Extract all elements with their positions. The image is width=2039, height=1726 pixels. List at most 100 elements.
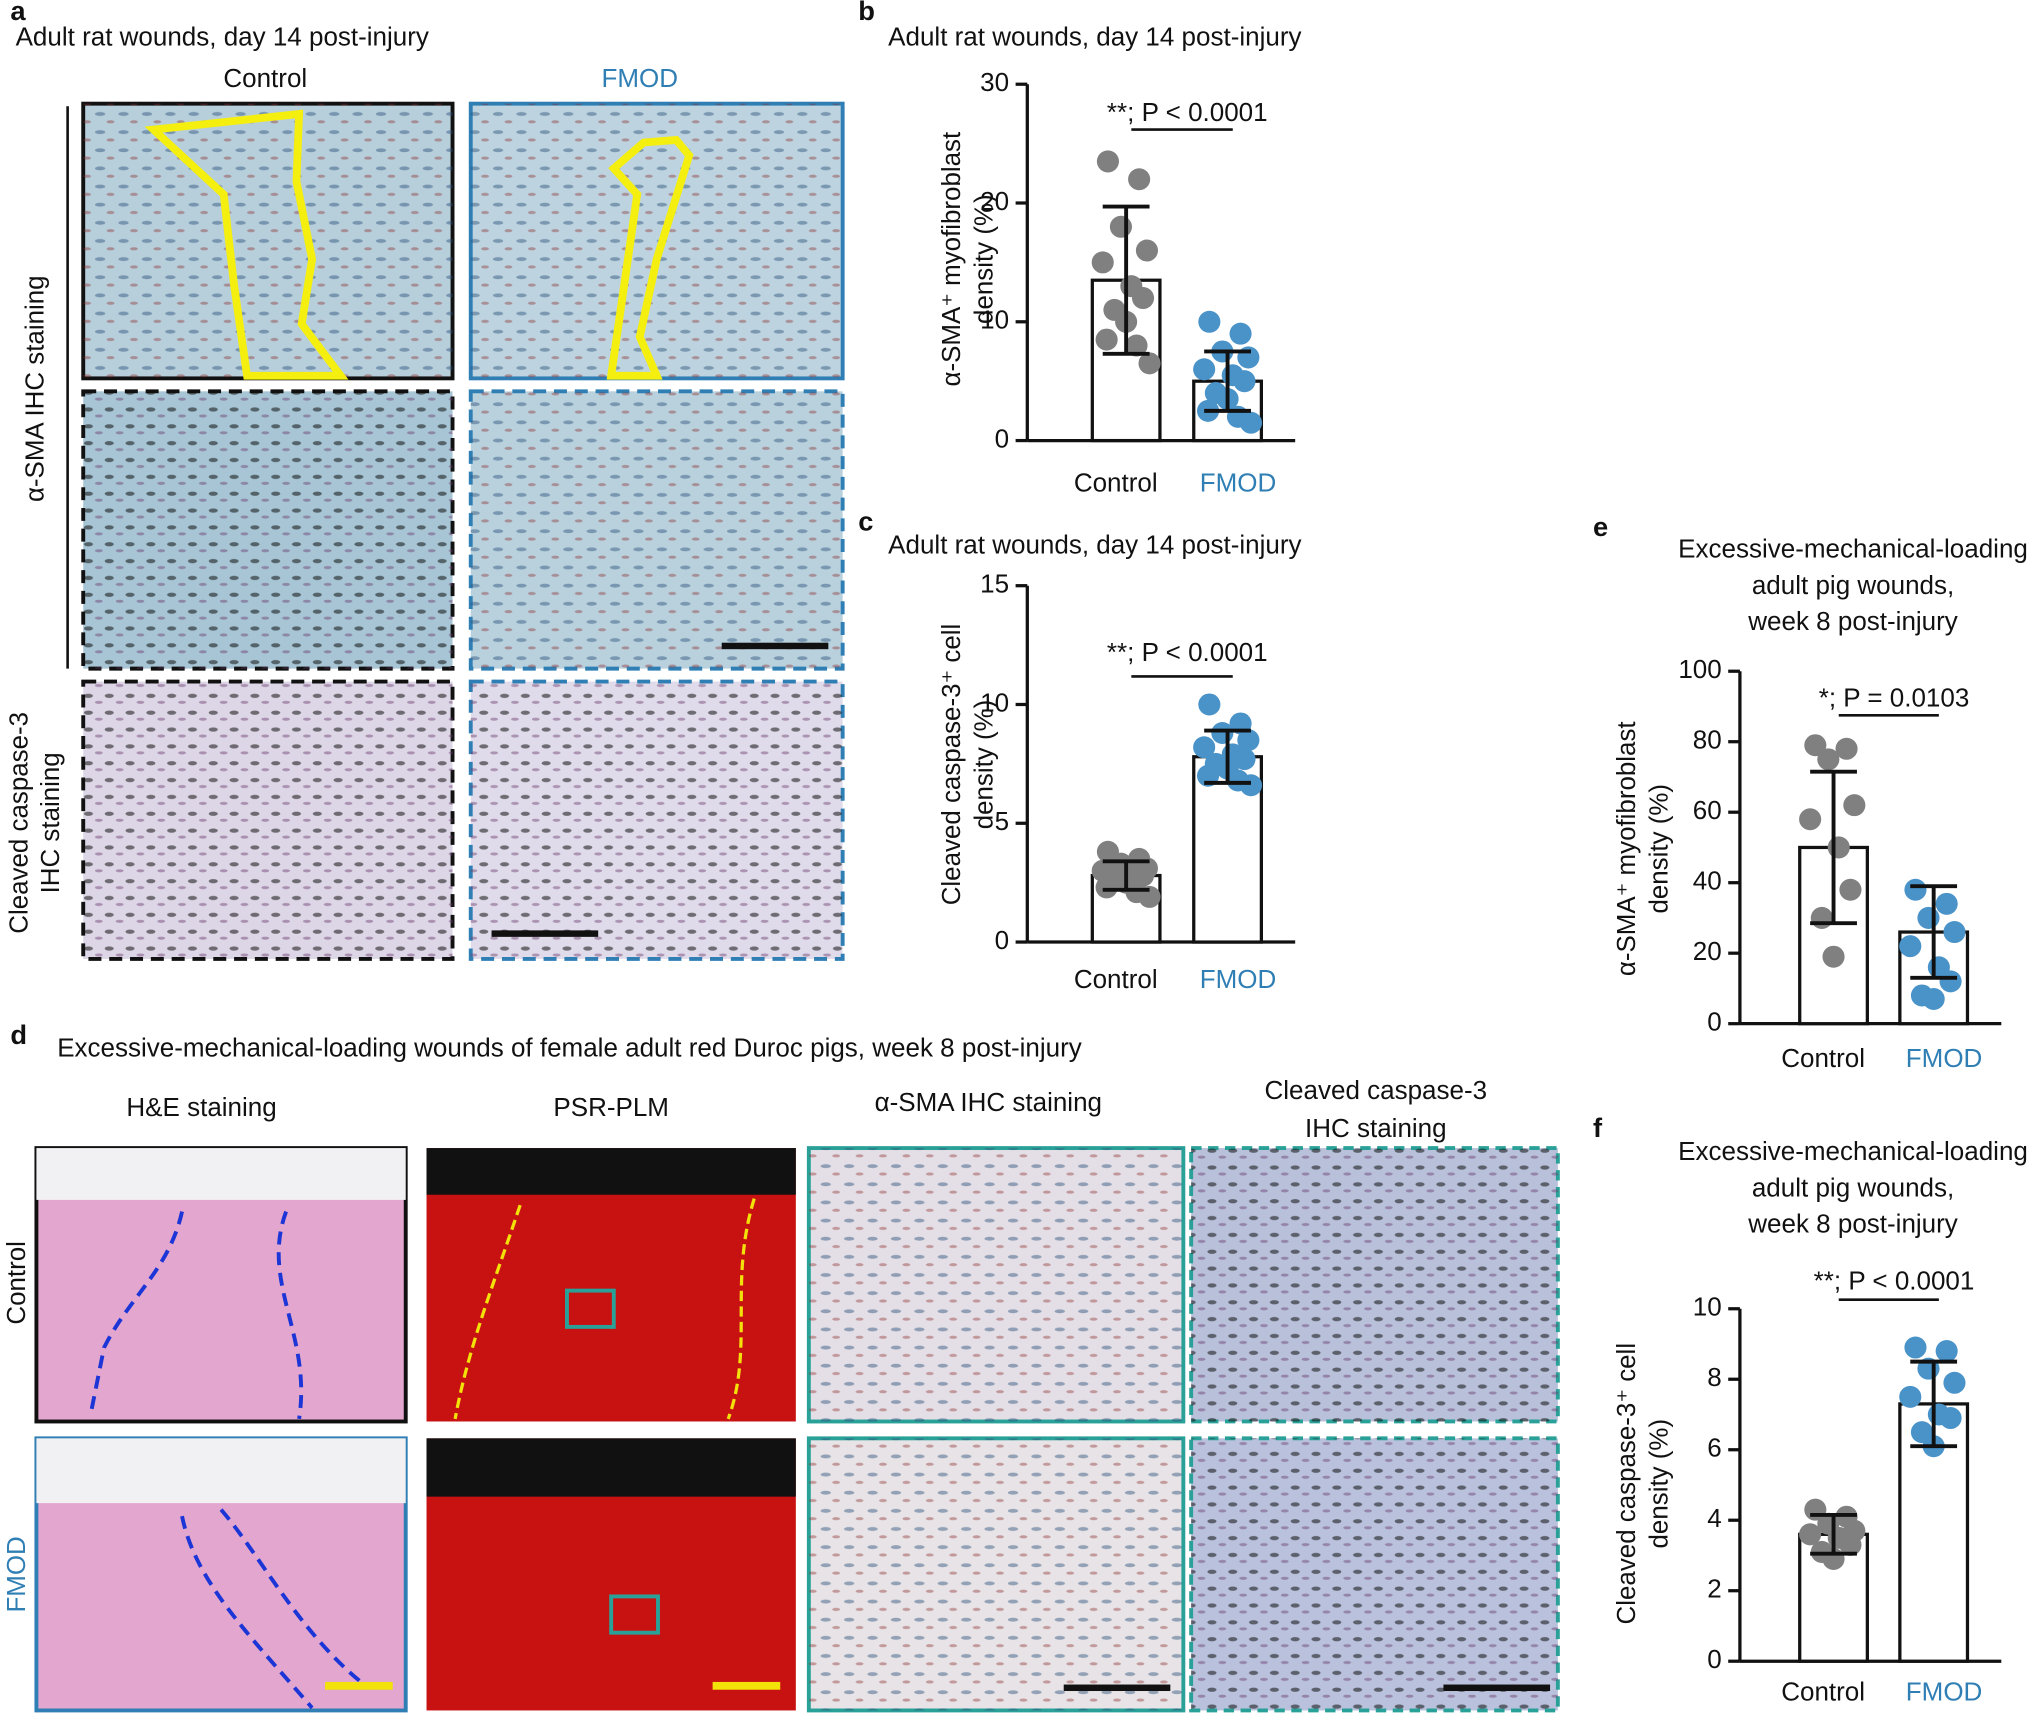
y-axis-label: α-SMA⁺ myofibroblast	[936, 131, 966, 386]
y-tick-label: 0	[1707, 1644, 1721, 1674]
chart-title: Adult rat wounds, day 14 post-injury	[888, 22, 1301, 52]
column-label: H&E staining	[126, 1092, 276, 1122]
data-point	[1193, 358, 1216, 381]
data-point	[1827, 836, 1850, 859]
x-tick-label: Control	[1781, 1043, 1865, 1073]
y-tick-label: 0	[1707, 1007, 1721, 1037]
data-point	[1804, 734, 1827, 757]
data-point	[1128, 168, 1151, 191]
chart-title: week 8 post-injury	[1747, 606, 1958, 636]
panel-title: Excessive-mechanical-loading wounds of f…	[57, 1032, 1082, 1062]
data-point	[1239, 411, 1263, 434]
y-tick-label: 6	[1707, 1433, 1721, 1463]
x-tick-label: Control	[1781, 1676, 1865, 1706]
micrograph-background	[36, 1438, 406, 1504]
y-tick-label: 60	[1693, 795, 1722, 825]
data-point	[1109, 215, 1132, 238]
data-point	[1095, 876, 1118, 899]
data-point	[1091, 251, 1114, 274]
y-tick-label: 20	[1693, 936, 1722, 966]
data-point	[1193, 736, 1216, 759]
y-axis-label: Cleaved caspase-3⁺ cell	[1611, 1343, 1641, 1625]
panel-letter: e	[1593, 511, 1608, 542]
y-tick-label: 40	[1693, 866, 1722, 896]
scale-bar	[491, 930, 599, 937]
y-tick-label: 10	[1693, 1292, 1722, 1322]
data-point	[1125, 334, 1148, 357]
wound-outline	[89, 1210, 304, 1420]
y-axis-label: Cleaved caspase-3⁺ cell	[936, 624, 966, 906]
micrograph-texture	[470, 391, 843, 669]
panel-letter: f	[1593, 1112, 1603, 1143]
y-tick-label: 10	[980, 305, 1009, 335]
chart-title: Adult rat wounds, day 14 post-injury	[888, 530, 1301, 560]
data-point	[1135, 239, 1158, 262]
panel-letter: b	[858, 0, 875, 26]
data-point	[1943, 921, 1966, 944]
significance-label: **; P < 0.0001	[1107, 637, 1268, 667]
data-point	[1198, 310, 1221, 333]
scale-bar	[1443, 1684, 1551, 1692]
y-axis-label: density (%)	[1643, 1419, 1673, 1549]
row-label: Cleaved caspase-3	[4, 712, 34, 934]
micrograph-texture	[1191, 1438, 1558, 1711]
chart-title: adult pig wounds,	[1752, 570, 1954, 600]
data-point	[1810, 906, 1833, 929]
data-point	[1843, 794, 1866, 817]
micrograph-background	[36, 1148, 406, 1200]
micrograph-grid	[34, 1146, 1560, 1713]
column-label: Control	[223, 63, 307, 93]
data-point	[1839, 878, 1862, 901]
y-tick-label: 10	[980, 687, 1009, 717]
data-point	[1237, 729, 1260, 752]
y-axis-label: α-SMA⁺ myofibroblast	[1611, 721, 1641, 976]
x-tick-label: Control	[1074, 964, 1158, 994]
x-tick-label: FMOD	[1200, 468, 1277, 498]
row-label: FMOD	[1, 1536, 31, 1612]
data-point	[1131, 287, 1155, 310]
data-point	[1822, 945, 1845, 968]
data-point	[1917, 906, 1940, 929]
data-point	[1943, 1371, 1966, 1394]
chart-title: week 8 post-injury	[1747, 1209, 1958, 1239]
data-point	[1935, 892, 1958, 915]
y-axis-label: density (%)	[969, 194, 999, 324]
data-point	[1239, 774, 1263, 797]
y-tick-label: 80	[1693, 725, 1722, 755]
y-axis-label: density (%)	[969, 700, 999, 830]
data-point	[1233, 748, 1256, 771]
y-tick-label: 100	[1678, 654, 1721, 684]
y-tick-label: 20	[980, 186, 1009, 216]
panel-letter: d	[10, 1019, 27, 1050]
column-label: PSR-PLM	[553, 1092, 669, 1122]
data-point	[1922, 987, 1945, 1011]
micrograph-texture	[83, 103, 453, 379]
y-tick-label: 2	[1707, 1574, 1721, 1604]
panel-title: Adult rat wounds, day 14 post-injury	[16, 22, 429, 52]
column-label: FMOD	[602, 63, 679, 93]
wound-outline	[180, 1508, 366, 1710]
x-tick-label: FMOD	[1200, 964, 1277, 994]
data-point	[1839, 1533, 1862, 1556]
micrograph-texture	[83, 391, 453, 669]
micrograph-texture	[808, 1148, 1184, 1422]
significance-label: **; P < 0.0001	[1814, 1266, 1975, 1296]
scale-bar	[325, 1681, 393, 1690]
y-tick-label: 4	[1707, 1503, 1721, 1533]
data-point	[1131, 864, 1155, 887]
data-point	[1233, 370, 1256, 393]
inset-box	[565, 1288, 616, 1329]
scale-bar	[712, 1681, 781, 1690]
wound-outline	[606, 135, 694, 380]
data-point	[1799, 808, 1822, 831]
data-point	[1799, 1523, 1822, 1546]
wound-outline	[144, 109, 349, 380]
y-tick-label: 30	[980, 67, 1009, 97]
micrograph-texture	[83, 681, 453, 959]
micrograph-texture	[470, 103, 843, 379]
data-point	[1817, 748, 1840, 771]
micrograph-texture	[470, 681, 843, 959]
chart-title: adult pig wounds,	[1752, 1172, 1954, 1202]
row-label: IHC staining	[35, 752, 65, 893]
panel-letter: a	[10, 0, 26, 26]
